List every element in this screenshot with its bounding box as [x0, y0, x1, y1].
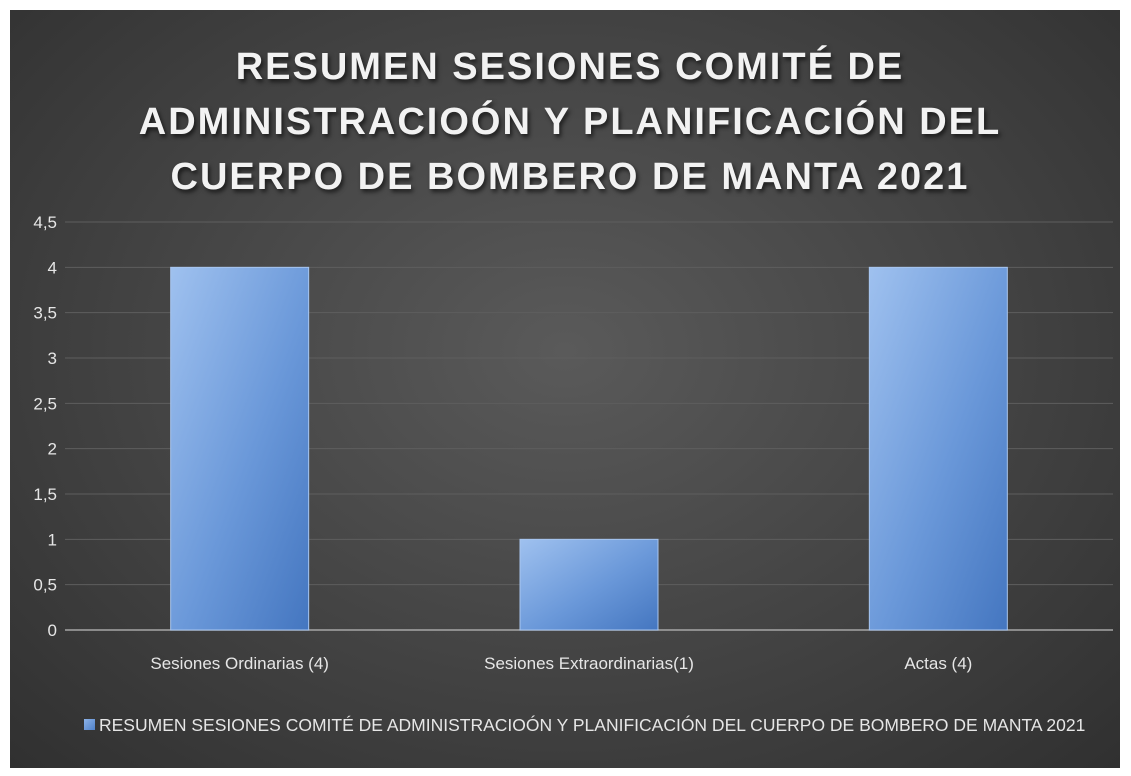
y-tick-label: 2,5 [33, 394, 57, 413]
y-tick-label: 0 [48, 621, 57, 640]
chart-area: RESUMEN SESIONES COMITÉ DE ADMINISTRACIO… [10, 10, 1120, 768]
bar [170, 266, 310, 631]
y-tick-label: 2 [48, 440, 57, 459]
y-tick-label: 4,5 [33, 213, 57, 232]
bar [519, 538, 659, 631]
y-tick-label: 3,5 [33, 304, 57, 323]
x-category-label: Sesiones Ordinarias (4) [150, 654, 329, 673]
x-category-label: Sesiones Extraordinarias(1) [484, 654, 694, 673]
y-tick-label: 1 [48, 530, 57, 549]
plot-area: 0 0,5 1 1,5 2 2,5 3 3,5 4 4,5 Sesiones Ordinarias … [33, 213, 1113, 673]
y-tick-label: 0,5 [33, 576, 57, 595]
bar [868, 266, 1008, 631]
y-tick-label: 3 [48, 349, 57, 368]
y-tick-label: 1,5 [33, 485, 57, 504]
legend-label: RESUMEN SESIONES COMITÉ DE ADMINISTRACIO… [99, 715, 1086, 735]
y-tick-label: 4 [48, 258, 57, 277]
legend: RESUMEN SESIONES COMITÉ DE ADMINISTRACIO… [84, 712, 1094, 739]
legend-swatch [84, 719, 95, 730]
chart-title: RESUMEN SESIONES COMITÉ DE ADMINISTRACIO… [138, 46, 1002, 198]
x-category-label: Actas (4) [904, 654, 972, 673]
